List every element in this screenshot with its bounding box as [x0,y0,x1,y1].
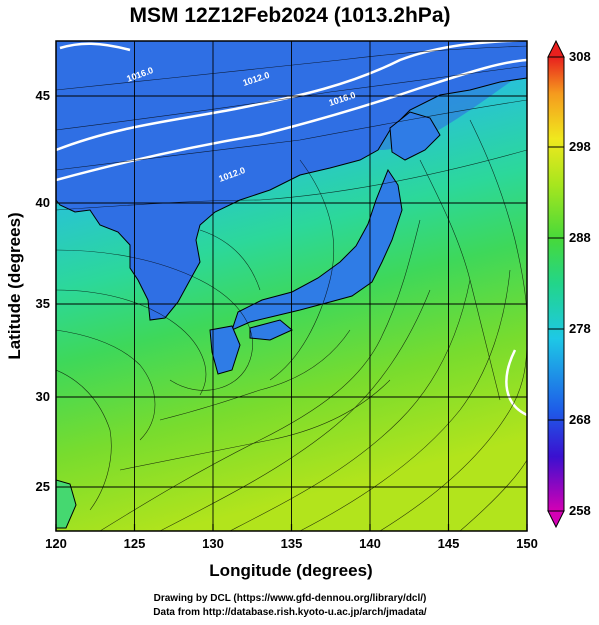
graticule [56,41,527,531]
kyushu [209,325,241,375]
colorbar-tick-label: 268 [569,412,591,427]
y-tick-label: 45 [36,88,50,103]
x-tick-label: 120 [45,536,67,551]
landmasses [56,41,527,529]
y-tick-label: 25 [36,479,50,494]
colorbar-tick-label: 298 [569,139,591,154]
chart-title: MSM 12Z12Feb2024 (1013.2hPa) [129,4,451,27]
y-axis-label: Latitude (degrees) [5,212,24,359]
isobar-1016-corner [59,42,131,52]
x-tick-label: 125 [124,536,146,551]
y-tick-label: 40 [36,195,50,210]
colorbar-tick-label: 308 [569,49,591,64]
colorbar-tick-label: 278 [569,321,591,336]
x-axis-label: Longitude (degrees) [209,561,372,580]
y-tick-label: 35 [36,296,50,311]
colorbar: 308 298 288 278 268 258 [547,39,591,529]
asia-mainland [56,41,527,321]
isobar-1016-north [56,41,527,152]
credit-data-source: Data from http://database.rish.kyoto-u.a… [153,607,427,618]
colorbar-gradient [547,56,565,512]
colorbar-tick-label: 258 [569,503,591,518]
isobars [56,41,527,417]
x-tick-label: 145 [438,536,460,551]
x-tick-label: 140 [359,536,381,551]
isobar-1012 [56,58,527,182]
tick-marks [55,524,528,531]
hokkaido [389,111,441,161]
y-tick-label: 30 [36,389,50,404]
colorbar-tick-label: 288 [569,230,591,245]
isobar-east [505,349,527,417]
honshu [231,168,403,331]
colorbar-min-arrow [547,510,565,529]
taiwan [56,479,77,529]
x-tick-label: 150 [516,536,538,551]
credit-drawing: Drawing by DCL (https://www.gfd-dennou.o… [153,593,427,604]
x-tick-label: 135 [281,536,303,551]
shikoku [249,319,293,341]
streamlines [56,45,527,531]
x-tick-label: 130 [202,536,224,551]
colorbar-max-arrow [547,39,565,58]
